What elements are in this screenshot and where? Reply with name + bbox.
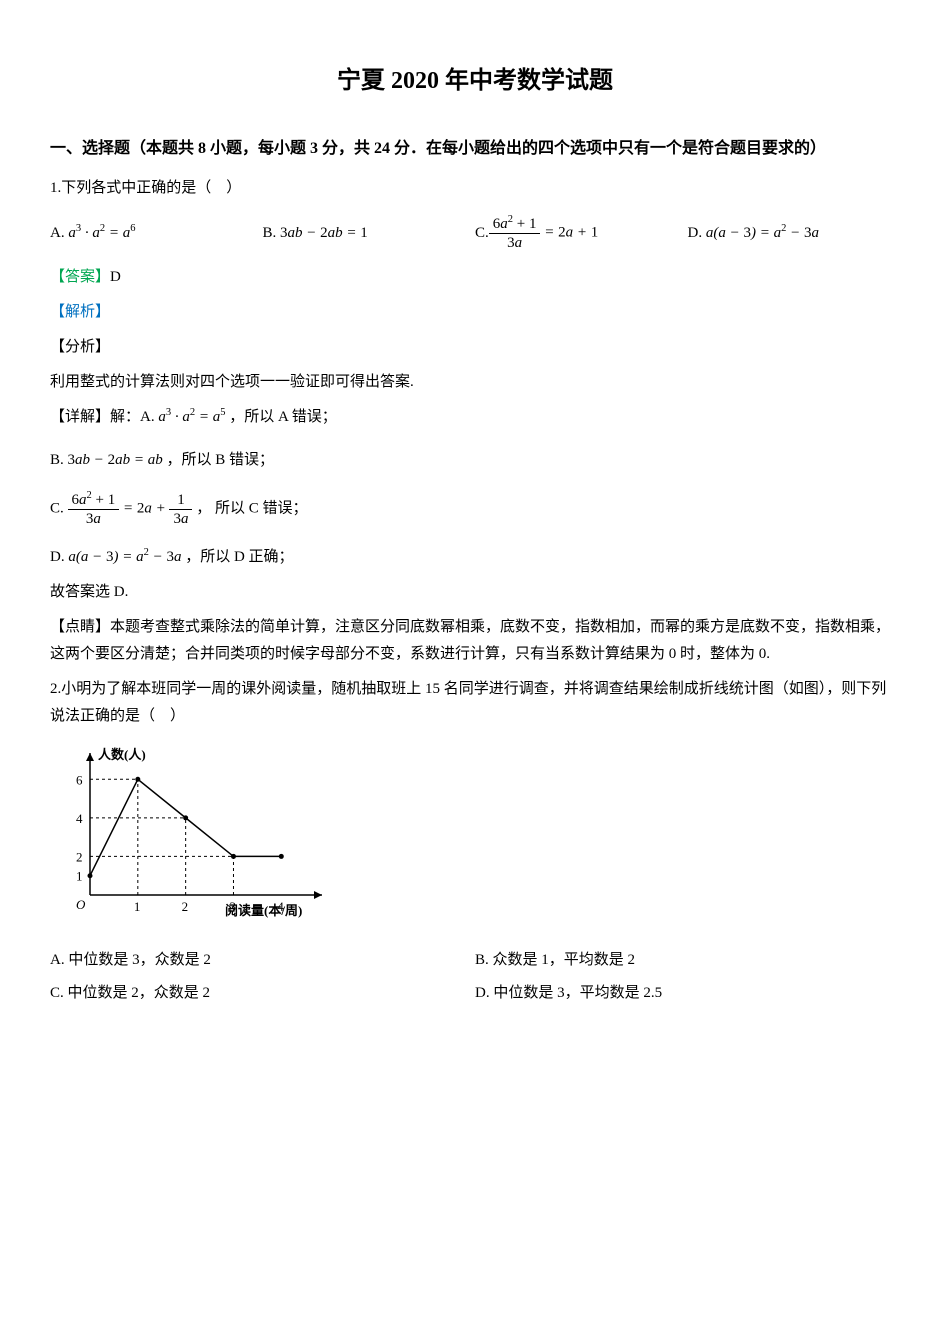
opt-a-math: a3 · a2 = a6: [65, 220, 136, 247]
svg-text:2: 2: [182, 899, 189, 914]
q1-fenxi-label: 【分析】: [50, 334, 900, 361]
q1-option-c: C. 6a2 + 13a = 2a + 1: [475, 214, 688, 252]
svg-text:阅读量(本/周): 阅读量(本/周): [225, 903, 302, 918]
q1-detail-b: B. 3ab − 2ab = ab ，所以 B 错误；: [50, 447, 900, 474]
q2-option-d: D. 中位数是 3，平均数是 2.5: [475, 980, 900, 1007]
opt-d-math: a(a − 3) = a2 − 3a: [702, 220, 819, 247]
detail-d-prefix: D.: [50, 549, 68, 565]
detail-d-tail: ，所以 D 正确；: [185, 549, 293, 565]
q2-options: A. 中位数是 3，众数是 2 B. 众数是 1，平均数是 2 C. 中位数是 …: [50, 947, 900, 1013]
q2-option-a: A. 中位数是 3，众数是 2: [50, 947, 475, 974]
q1-conclusion: 故答案选 D.: [50, 579, 900, 606]
detail-d-math: a(a − 3) = a2 − 3a: [68, 549, 181, 565]
detail-b-tail: ，所以 B 错误；: [167, 452, 275, 468]
q2-stem: 2.小明为了解本班同学一周的课外阅读量，随机抽取班上 15 名同学进行调查，并将…: [50, 676, 900, 730]
q2-chart: 人数(人) 阅读量(本/周) O 1 2 4 6 1 2 3 4: [50, 745, 900, 935]
q1-option-d: D. a(a − 3) = a2 − 3a: [688, 220, 901, 247]
detail-b-prefix: B.: [50, 452, 68, 468]
opt-b-math: 3ab − 2ab = 1: [276, 220, 368, 247]
q1-options: A. a3 · a2 = a6 B. 3ab − 2ab = 1 C. 6a2 …: [50, 214, 900, 252]
q1-analysis-label: 【解析】: [50, 299, 900, 326]
svg-text:6: 6: [76, 772, 83, 787]
section-header: 一、选择题（本题共 8 小题，每小题 3 分，共 24 分．在每小题给出的四个选…: [50, 133, 900, 165]
q1-option-b: B. 3ab − 2ab = 1: [263, 220, 476, 247]
q1-dianjing: 【点睛】本题考查整式乘除法的简单计算，注意区分同底数幂相乘，底数不变，指数相加，…: [50, 614, 900, 668]
detail-a-tail: ，所以 A 错误；: [229, 409, 337, 425]
detail-c-prefix: C.: [50, 501, 68, 517]
dianjing-label: 【点睛】: [50, 619, 110, 635]
q2-option-c: C. 中位数是 2，众数是 2: [50, 980, 475, 1007]
q1-answer: 【答案】D: [50, 264, 900, 291]
opt-d-prefix: D.: [688, 220, 703, 247]
q1-fenxi-text: 利用整式的计算法则对四个选项一一验证即可得出答案.: [50, 369, 900, 396]
q1-detail-a: 【详解】解：A. a3 · a2 = a5 ，所以 A 错误；: [50, 404, 900, 431]
svg-text:4: 4: [277, 899, 284, 914]
q1-option-a: A. a3 · a2 = a6: [50, 220, 263, 247]
svg-text:O: O: [76, 897, 86, 912]
svg-text:人数(人): 人数(人): [98, 747, 146, 762]
line-chart-svg: 人数(人) 阅读量(本/周) O 1 2 4 6 1 2 3 4: [50, 745, 330, 925]
answer-label: 【答案】: [50, 269, 110, 285]
detail-label: 【详解】解：A.: [50, 409, 158, 425]
svg-text:2: 2: [76, 850, 83, 865]
svg-text:3: 3: [229, 899, 236, 914]
answer-value: D: [110, 269, 121, 285]
detail-c-tail: ， 所以 C 错误；: [196, 501, 307, 517]
opt-c-prefix: C.: [475, 220, 489, 247]
detail-c-math: 6a2 + 13a = 2a + 13a: [68, 490, 193, 528]
q1-detail-c: C. 6a2 + 13a = 2a + 13a ， 所以 C 错误；: [50, 490, 900, 528]
q2-option-b: B. 众数是 1，平均数是 2: [475, 947, 900, 974]
page-title: 宁夏 2020 年中考数学试题: [50, 60, 900, 103]
detail-b-math: 3ab − 2ab = ab: [68, 452, 163, 468]
opt-c-math: 6a2 + 13a = 2a + 1: [489, 214, 598, 252]
svg-text:1: 1: [76, 869, 83, 884]
q1-stem: 1.下列各式中正确的是（ ）: [50, 175, 900, 202]
q1-detail-d: D. a(a − 3) = a2 − 3a ，所以 D 正确；: [50, 544, 900, 571]
svg-text:4: 4: [76, 811, 83, 826]
opt-b-prefix: B.: [263, 220, 277, 247]
opt-a-prefix: A.: [50, 220, 65, 247]
detail-a-math: a3 · a2 = a5: [158, 409, 225, 425]
dianjing-text: 本题考查整式乘除法的简单计算，注意区分同底数幂相乘，底数不变，指数相加，而幂的乘…: [50, 619, 890, 662]
svg-text:1: 1: [134, 899, 141, 914]
